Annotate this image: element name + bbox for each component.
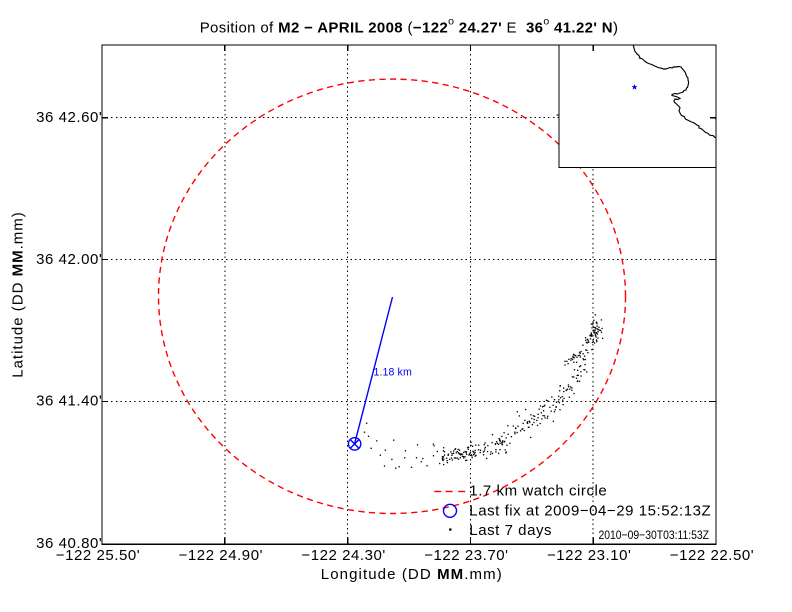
svg-text:2010−09−30T03:11:53Z: 2010−09−30T03:11:53Z	[599, 528, 710, 542]
svg-text:36 42.00': 36 42.00'	[36, 251, 102, 268]
svg-text:Last fix at 2009−04−29 15:52:1: Last fix at 2009−04−29 15:52:13Z	[469, 502, 711, 519]
svg-text:−122 24.30': −122 24.30'	[301, 547, 385, 564]
svg-text:−122 23.70': −122 23.70'	[424, 547, 508, 564]
svg-text:Latitude (DD MM.mm): Latitude (DD MM.mm)	[10, 211, 27, 378]
svg-text:−122 24.90': −122 24.90'	[179, 547, 263, 564]
svg-text:−122 22.50': −122 22.50'	[670, 547, 754, 564]
svg-text:Position of M2 − APRIL 2008 (−: Position of M2 − APRIL 2008 (−122o 24.27…	[200, 16, 619, 37]
svg-text:1.18 km: 1.18 km	[374, 367, 412, 379]
svg-text:Last 7 days: Last 7 days	[469, 522, 552, 539]
svg-text:36 42.60': 36 42.60'	[36, 109, 102, 126]
svg-text:36 40.80': 36 40.80'	[36, 535, 102, 552]
svg-text:−122 25.50': −122 25.50'	[56, 547, 140, 564]
svg-text:−122 23.10': −122 23.10'	[547, 547, 631, 564]
svg-text:1.7 km watch circle: 1.7 km watch circle	[469, 483, 607, 500]
svg-text:Longitude (DD MM.mm): Longitude (DD MM.mm)	[321, 566, 503, 583]
svg-text:36 41.40': 36 41.40'	[36, 393, 102, 410]
